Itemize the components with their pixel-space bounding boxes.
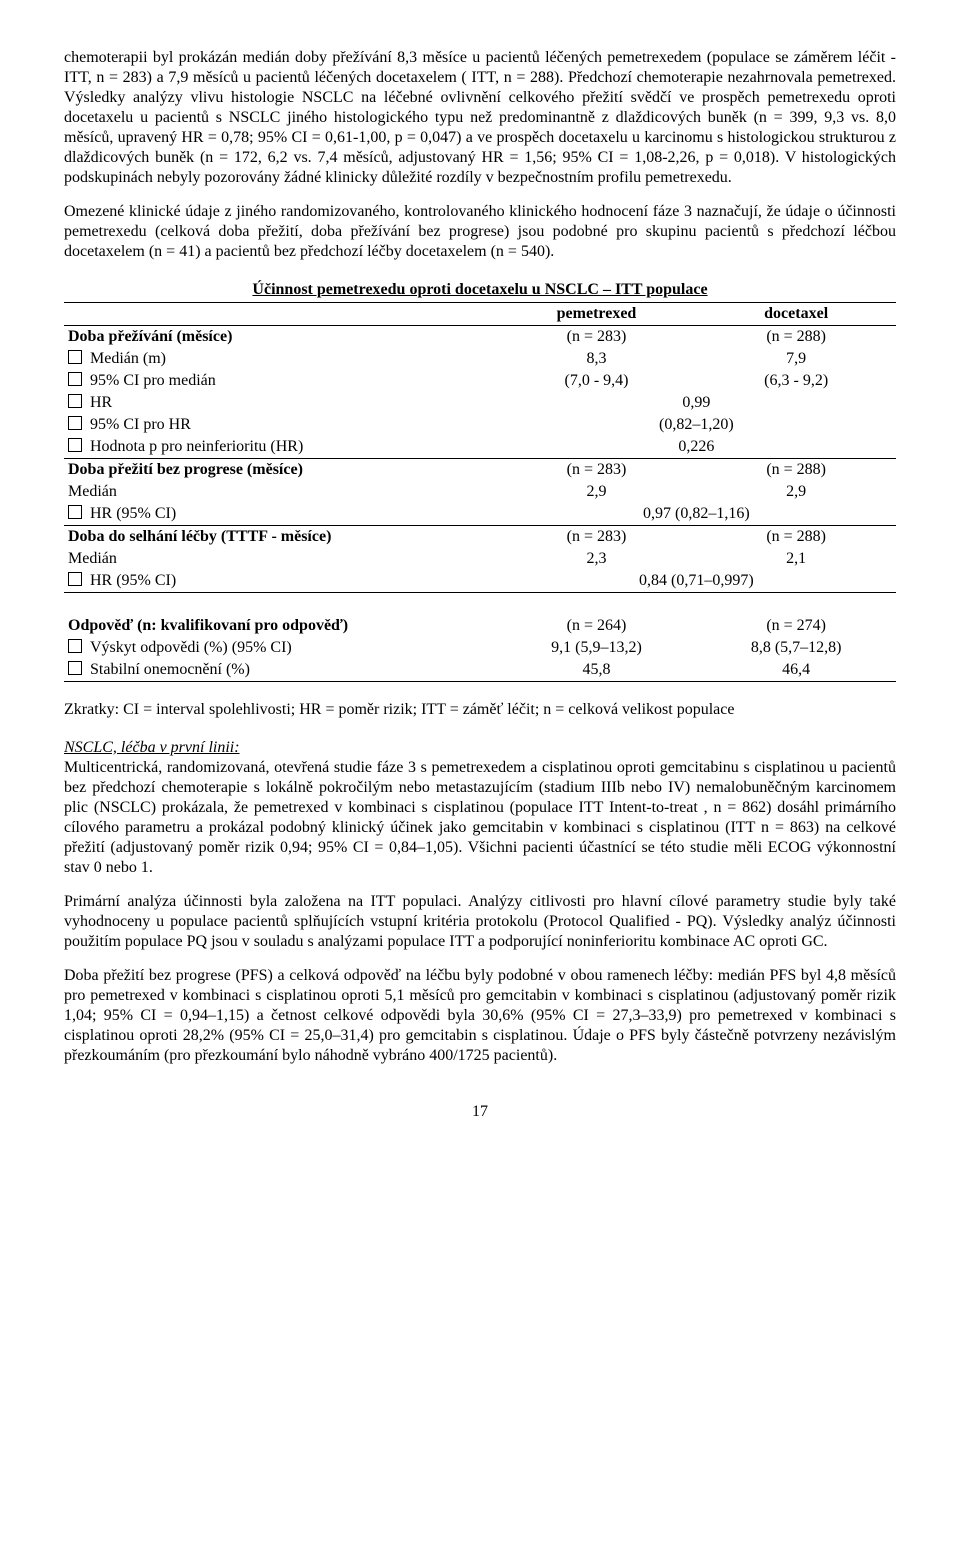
row-merged-value: 0,84 (0,71–0,997) <box>497 570 896 593</box>
paragraph-3: Multicentrická, randomizovaná, otevřená … <box>64 758 896 878</box>
checkbox-icon <box>68 372 82 386</box>
subheading-first-line: NSCLC, léčba v první linii: <box>64 738 896 758</box>
row-label: HR (95% CI) <box>64 570 497 593</box>
subheading-text: NSCLC, léčba v první linii: <box>64 739 240 756</box>
row-doc-value: 8,8 (5,7–12,8) <box>696 637 896 659</box>
col-pemetrexed: pemetrexed <box>497 303 697 326</box>
row-doc-value: 2,1 <box>696 548 896 570</box>
col-docetaxel: docetaxel <box>696 303 896 326</box>
paragraph-1: chemoterapii byl prokázán medián doby př… <box>64 48 896 188</box>
row-label: Medián <box>64 548 497 570</box>
row-pem-value: 9,1 (5,9–13,2) <box>497 637 697 659</box>
checkbox-icon <box>68 661 82 675</box>
checkbox-icon <box>68 394 82 408</box>
row-label: Stabilní onemocnění (%) <box>64 659 497 682</box>
row-merged-value: 0,99 <box>497 392 896 414</box>
row-label: Medián (m) <box>64 348 497 370</box>
row-merged-value: 0,97 (0,82–1,16) <box>497 503 896 526</box>
row-label: Hodnota p pro neinferioritu (HR) <box>64 436 497 459</box>
efficacy-table: pemetrexed docetaxel Doba přežívání (měs… <box>64 302 896 682</box>
checkbox-icon <box>68 505 82 519</box>
row-doc-value: 2,9 <box>696 481 896 503</box>
row-pem-value: (n = 283) <box>497 326 697 349</box>
row-doc-value: (n = 274) <box>696 615 896 637</box>
checkbox-icon <box>68 639 82 653</box>
row-pem-value: (n = 283) <box>497 459 697 482</box>
row-pem-value: 45,8 <box>497 659 697 682</box>
row-label: 95% CI pro HR <box>64 414 497 436</box>
row-pem-value: (n = 283) <box>497 526 697 549</box>
checkbox-icon <box>68 572 82 586</box>
row-doc-value: (n = 288) <box>696 459 896 482</box>
row-label: Medián <box>64 481 497 503</box>
abbreviations: Zkratky: CI = interval spolehlivosti; HR… <box>64 700 896 720</box>
row-label: Odpověď (n: kvalifikovaní pro odpověď) <box>64 615 497 637</box>
row-label: Doba přežívání (měsíce) <box>64 326 497 349</box>
row-pem-value: (n = 264) <box>497 615 697 637</box>
row-label: Doba přežití bez progrese (měsíce) <box>64 459 497 482</box>
paragraph-5: Doba přežití bez progrese (PFS) a celkov… <box>64 966 896 1066</box>
paragraph-4: Primární analýza účinnosti byla založena… <box>64 892 896 952</box>
row-doc-value: (6,3 - 9,2) <box>696 370 896 392</box>
checkbox-icon <box>68 438 82 452</box>
row-pem-value: 2,9 <box>497 481 697 503</box>
row-label: 95% CI pro medián <box>64 370 497 392</box>
row-pem-value: 8,3 <box>497 348 697 370</box>
page-number: 17 <box>64 1102 896 1122</box>
row-label: HR <box>64 392 497 414</box>
row-doc-value: (n = 288) <box>696 326 896 349</box>
row-label: Doba do selhání léčby (TTTF - měsíce) <box>64 526 497 549</box>
paragraph-2: Omezené klinické údaje z jiného randomiz… <box>64 202 896 262</box>
row-doc-value: (n = 288) <box>696 526 896 549</box>
table-title: Účinnost pemetrexedu oproti docetaxelu u… <box>64 280 896 300</box>
checkbox-icon <box>68 350 82 364</box>
row-pem-value: 2,3 <box>497 548 697 570</box>
row-label: Výskyt odpovědi (%) (95% CI) <box>64 637 497 659</box>
checkbox-icon <box>68 416 82 430</box>
row-doc-value: 7,9 <box>696 348 896 370</box>
row-merged-value: 0,226 <box>497 436 896 459</box>
row-label: HR (95% CI) <box>64 503 497 526</box>
row-doc-value: 46,4 <box>696 659 896 682</box>
row-pem-value: (7,0 - 9,4) <box>497 370 697 392</box>
row-merged-value: (0,82–1,20) <box>497 414 896 436</box>
